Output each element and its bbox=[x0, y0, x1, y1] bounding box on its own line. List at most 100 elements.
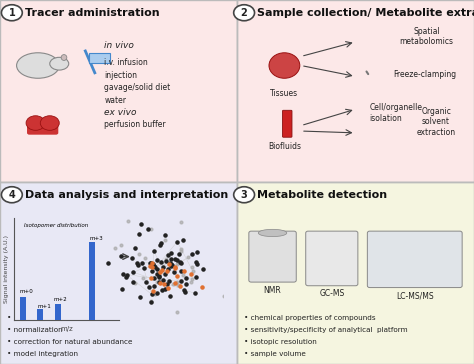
Point bbox=[141, 256, 149, 261]
Point bbox=[164, 281, 171, 287]
Point bbox=[260, 246, 268, 252]
Point bbox=[132, 281, 139, 286]
Point bbox=[149, 288, 156, 294]
Point bbox=[159, 277, 166, 283]
Ellipse shape bbox=[258, 229, 287, 237]
Point bbox=[167, 263, 174, 269]
FancyBboxPatch shape bbox=[89, 53, 110, 63]
Text: 1: 1 bbox=[9, 8, 15, 18]
Circle shape bbox=[1, 187, 22, 203]
Point bbox=[150, 248, 157, 254]
Text: • chemical properties of compounds: • chemical properties of compounds bbox=[244, 315, 376, 321]
Point bbox=[162, 286, 169, 292]
Text: Biofluids: Biofluids bbox=[268, 142, 301, 151]
Point bbox=[129, 280, 137, 285]
Point bbox=[193, 261, 201, 267]
Point bbox=[152, 291, 159, 297]
Ellipse shape bbox=[269, 53, 300, 78]
Point bbox=[150, 274, 157, 280]
Point bbox=[174, 260, 182, 266]
Point bbox=[153, 290, 161, 296]
Point bbox=[145, 226, 152, 232]
FancyArrowPatch shape bbox=[366, 71, 368, 74]
Ellipse shape bbox=[17, 53, 59, 78]
Text: Isotopomer distribution: Isotopomer distribution bbox=[24, 222, 88, 228]
Text: in vivo: in vivo bbox=[104, 41, 134, 50]
Point bbox=[184, 254, 192, 260]
Point bbox=[150, 283, 157, 289]
Point bbox=[173, 239, 181, 245]
FancyBboxPatch shape bbox=[237, 182, 474, 364]
Point bbox=[199, 284, 206, 289]
Point bbox=[189, 268, 197, 273]
FancyBboxPatch shape bbox=[367, 231, 462, 288]
Text: Tissues: Tissues bbox=[270, 89, 299, 98]
Point bbox=[169, 281, 177, 287]
Bar bbox=[37, 309, 43, 320]
Text: GC-MS: GC-MS bbox=[319, 289, 345, 298]
Text: • peak identification: • peak identification bbox=[7, 315, 81, 321]
Point bbox=[199, 266, 207, 272]
Point bbox=[176, 259, 184, 265]
Text: • sample volume: • sample volume bbox=[244, 351, 306, 357]
Text: Metabolite detection: Metabolite detection bbox=[257, 190, 387, 200]
Point bbox=[177, 269, 185, 274]
Point bbox=[167, 250, 174, 256]
Point bbox=[104, 260, 111, 266]
Point bbox=[167, 261, 175, 266]
Point bbox=[164, 285, 172, 291]
Point bbox=[146, 260, 154, 266]
Text: Tracer administration: Tracer administration bbox=[25, 8, 159, 18]
Point bbox=[162, 256, 170, 262]
Text: Freeze-clamping: Freeze-clamping bbox=[393, 70, 456, 79]
Text: • sensitivity/specificity of analytical  platform: • sensitivity/specificity of analytical … bbox=[244, 327, 408, 333]
Point bbox=[173, 280, 181, 285]
Point bbox=[119, 271, 127, 277]
Point bbox=[148, 260, 156, 266]
Point bbox=[142, 279, 149, 285]
Text: Cell/organelle
isolation: Cell/organelle isolation bbox=[370, 103, 423, 123]
Point bbox=[147, 261, 155, 266]
Text: • isotopic resolution: • isotopic resolution bbox=[244, 339, 317, 345]
Point bbox=[136, 294, 144, 300]
Point bbox=[171, 256, 179, 262]
Point bbox=[168, 262, 175, 268]
Point bbox=[164, 252, 172, 257]
Point bbox=[158, 287, 166, 293]
Point bbox=[173, 273, 181, 278]
Point bbox=[118, 242, 125, 248]
FancyBboxPatch shape bbox=[283, 110, 292, 137]
Text: Sample collection/ Metabolite extraction: Sample collection/ Metabolite extraction bbox=[257, 8, 474, 18]
Point bbox=[118, 286, 126, 292]
Point bbox=[153, 271, 161, 277]
Point bbox=[148, 264, 155, 270]
Point bbox=[177, 248, 185, 254]
Text: 3: 3 bbox=[241, 190, 247, 200]
Point bbox=[148, 268, 156, 274]
Point bbox=[187, 279, 195, 285]
Point bbox=[182, 281, 189, 287]
Point bbox=[177, 278, 185, 284]
Point bbox=[154, 280, 161, 285]
Point bbox=[159, 268, 166, 273]
Text: m+1: m+1 bbox=[37, 304, 51, 309]
Point bbox=[147, 298, 155, 304]
Point bbox=[160, 281, 167, 286]
Point bbox=[159, 264, 167, 270]
Point bbox=[166, 261, 174, 266]
Point bbox=[156, 280, 164, 286]
Point bbox=[147, 276, 155, 281]
Point bbox=[188, 276, 196, 281]
Point bbox=[171, 280, 179, 286]
Bar bbox=[55, 304, 61, 320]
Point bbox=[128, 255, 136, 261]
Text: • model integration: • model integration bbox=[7, 351, 78, 357]
Text: m+0: m+0 bbox=[19, 289, 33, 294]
Text: 2: 2 bbox=[241, 8, 247, 18]
Ellipse shape bbox=[61, 55, 67, 60]
Point bbox=[140, 265, 148, 271]
Point bbox=[147, 300, 155, 305]
Point bbox=[129, 269, 137, 275]
Point bbox=[146, 284, 153, 290]
Point bbox=[111, 245, 118, 251]
